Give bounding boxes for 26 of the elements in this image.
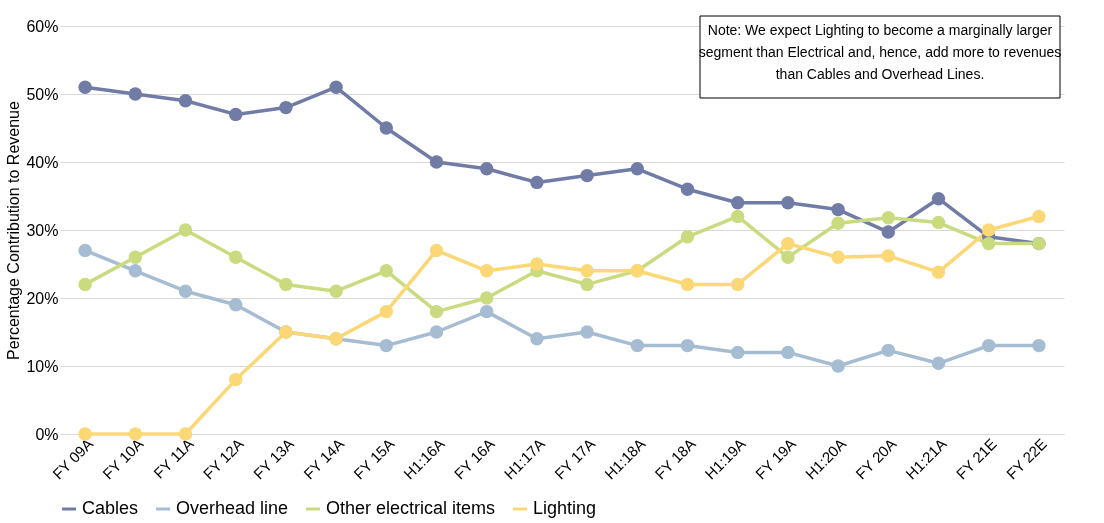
legend-label: Other electrical items bbox=[326, 498, 496, 518]
y-tick-label: 20% bbox=[26, 289, 59, 307]
x-tick-label: FY 18A bbox=[651, 435, 699, 483]
annotation: Note: We expect Lighting to become a marginally larger segment than Electrical and, hence, add more to revenues than Cables and Overhead Lines. bbox=[698, 22, 1062, 82]
y-tick-label: 10% bbox=[26, 357, 59, 375]
legend-label: Overhead line bbox=[176, 498, 289, 518]
y-tick-label: 60% bbox=[26, 17, 59, 35]
x-tick-label: FY 17A bbox=[551, 435, 599, 483]
y-tick-label: 0% bbox=[35, 425, 59, 443]
legend-label: Cables bbox=[82, 498, 139, 518]
y-axis-title: Percentage Contribution to Revenue bbox=[5, 100, 23, 360]
x-tick-label: FY 21E bbox=[952, 435, 1000, 483]
x-tick-label: FY 16A bbox=[450, 435, 498, 483]
x-tick-label: FY 20A bbox=[852, 435, 900, 483]
x-tick-label: FY 12A bbox=[199, 435, 247, 483]
x-tick-label: FY 22E bbox=[1002, 435, 1051, 483]
x-tick-label: FY 13A bbox=[249, 435, 298, 483]
x-tick-label: FY 11A bbox=[150, 435, 197, 482]
y-tick-label: 50% bbox=[26, 85, 59, 103]
x-tick-label: FY 19A bbox=[751, 435, 800, 483]
x-tick-label: FY 14A bbox=[300, 435, 348, 483]
y-tick-label: 30% bbox=[26, 221, 59, 239]
x-tick-label: FY 15A bbox=[350, 435, 398, 483]
legend-label: Lighting bbox=[533, 498, 597, 518]
y-tick-label: 40% bbox=[26, 153, 59, 171]
x-tick-label: FY 10A bbox=[99, 435, 147, 483]
